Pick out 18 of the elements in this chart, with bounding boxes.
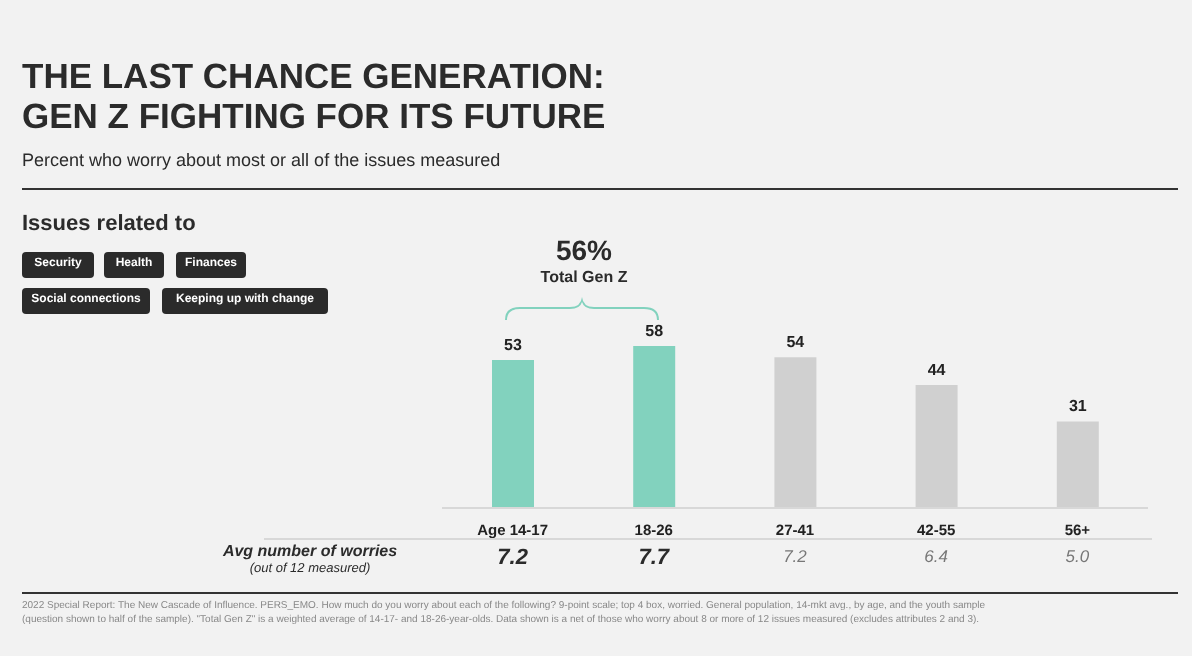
data-label: 31 [1068,397,1088,416]
bar [633,346,676,508]
data-label: 54 [786,333,806,352]
text: 7.2 [781,546,809,566]
text: 6.4 [922,546,950,566]
text: Avg number of worries [220,542,400,560]
text: 7.7 [636,546,672,570]
text: Total Gen Z [538,268,630,286]
text: Percent who worry about most or all of the issues measured [22,150,501,170]
data-label: 44 [927,361,947,380]
data-label: 53 [504,335,523,354]
bar [492,359,534,508]
text: 7.2 [495,546,530,570]
text: 56% [553,234,615,266]
text: 5.0 [1063,546,1092,566]
text: Issues related to [22,212,196,236]
chart-title: THE LAST CHANCE GENERATION: GEN Z FIGHTING FOR ITS FUTURE [22,56,606,136]
data-label: 58 [645,322,665,340]
